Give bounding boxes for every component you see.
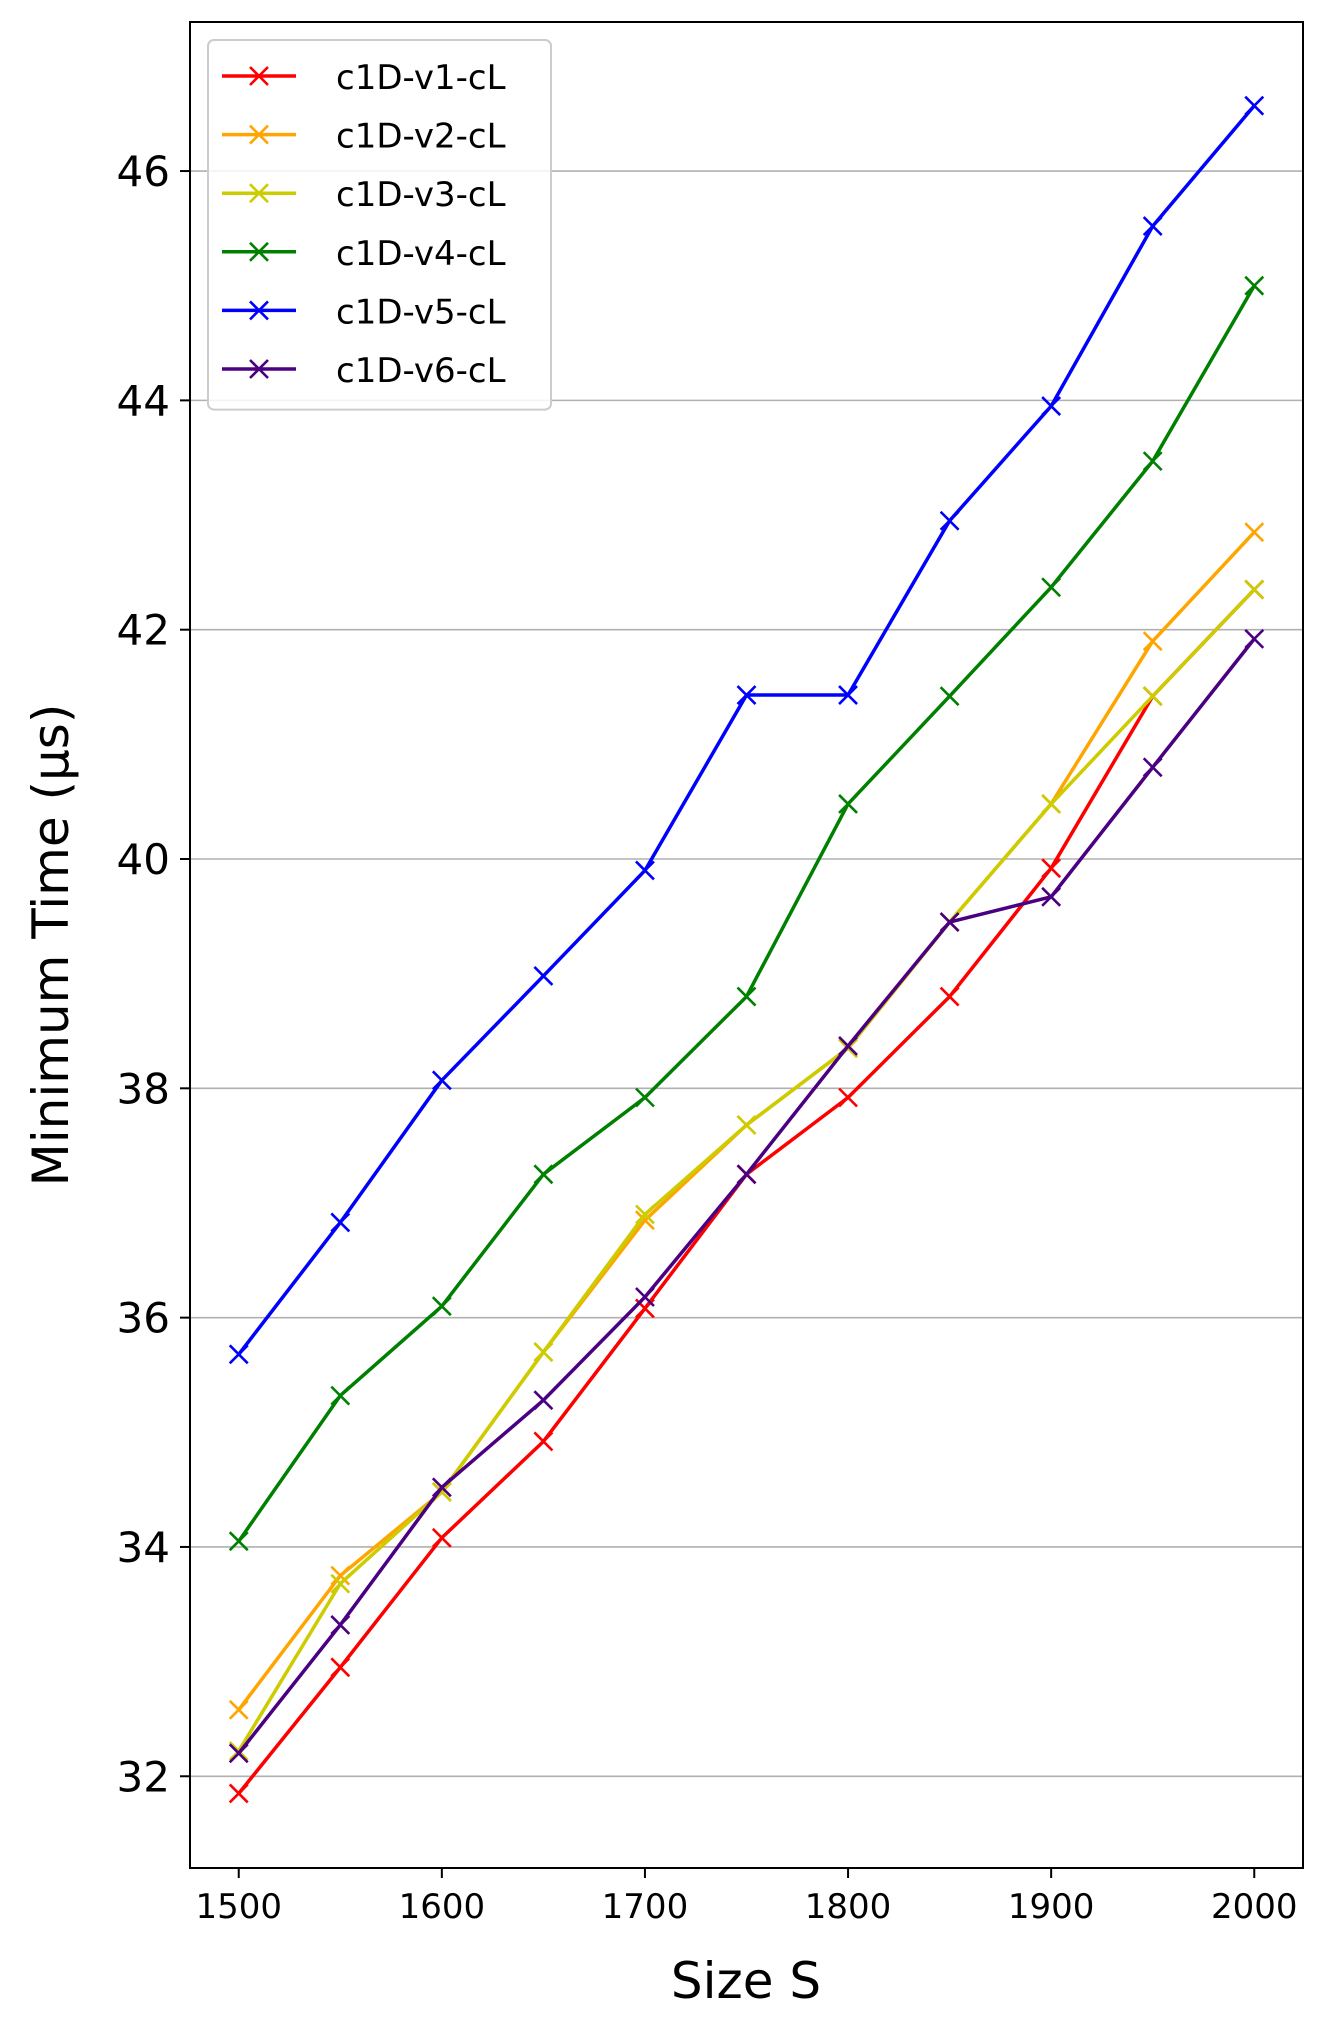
series-group	[228, 95, 1265, 1804]
legend-item: c1D-v5-cL	[222, 292, 506, 332]
data-point-marker	[1041, 886, 1062, 907]
legend-marker	[249, 300, 269, 321]
data-point-marker	[736, 685, 757, 705]
x-tick-label: 1800	[805, 1887, 892, 1927]
data-point-marker	[533, 1390, 554, 1411]
data-point-marker	[838, 1087, 858, 1108]
legend-label: c1D-v4-cL	[336, 234, 506, 274]
axis-ticks: 32 34 36 38 40 42 44 46 1500 1600 1700 1800 1900 2000	[117, 147, 1298, 1927]
data-point-marker	[635, 1287, 655, 1307]
x-axis-title: Size S	[671, 1952, 821, 2010]
legend-label: c1D-v6-cL	[336, 351, 506, 391]
legend-marker	[249, 66, 269, 86]
data-point-marker	[431, 1527, 452, 1548]
data-point-marker	[533, 1342, 554, 1362]
legend-marker	[249, 183, 269, 204]
series-c1D-v5-cL	[228, 95, 1265, 1365]
y-tick-label: 36	[117, 1294, 170, 1343]
data-point-marker	[939, 510, 960, 531]
y-tick-label: 46	[117, 147, 170, 196]
data-point-marker	[330, 1565, 351, 1586]
x-tick-label: 1700	[602, 1887, 689, 1927]
y-tick-label: 40	[117, 835, 170, 884]
data-point-marker	[431, 1070, 452, 1091]
data-point-marker	[1142, 451, 1163, 472]
y-tick-label: 34	[117, 1523, 170, 1572]
data-point-marker	[1244, 95, 1265, 116]
data-point-marker	[533, 1431, 554, 1452]
legend-marker	[249, 241, 269, 262]
y-tick-label: 44	[117, 376, 170, 425]
data-point-marker	[736, 986, 757, 1007]
legend-item: c1D-v2-cL	[222, 117, 506, 157]
data-point-marker	[431, 1296, 452, 1317]
data-point-marker	[838, 794, 858, 814]
data-point-marker	[635, 860, 655, 881]
y-tick-label: 38	[117, 1064, 170, 1113]
data-point-marker	[330, 1212, 351, 1233]
data-point-marker	[533, 1164, 554, 1185]
data-point-marker	[1142, 216, 1163, 237]
data-point-marker	[939, 912, 960, 932]
legend-label: c1D-v5-cL	[336, 292, 506, 332]
data-point-marker	[635, 1204, 655, 1225]
data-point-marker	[1244, 275, 1265, 296]
x-tick-label: 2000	[1211, 1887, 1298, 1927]
y-tick-label: 32	[117, 1752, 170, 1801]
series-c1D-v6-cL	[228, 628, 1265, 1764]
data-point-marker	[1244, 628, 1265, 649]
legend-label: c1D-v3-cL	[336, 175, 506, 215]
data-point-marker	[330, 1573, 351, 1594]
series-c1D-v4-cL	[228, 275, 1265, 1552]
legend-label: c1D-v2-cL	[336, 117, 506, 157]
legend-item: c1D-v3-cL	[222, 175, 506, 215]
legend-item: c1D-v4-cL	[222, 234, 506, 274]
legend-marker	[249, 359, 269, 379]
x-tick-label: 1900	[1008, 1887, 1095, 1927]
legend-item: c1D-v6-cL	[222, 351, 506, 391]
data-point-marker	[431, 1477, 452, 1498]
x-tick-label: 1600	[399, 1887, 486, 1927]
data-point-marker	[1041, 396, 1062, 417]
data-point-marker	[939, 686, 960, 707]
y-axis-title: Minimum Time (µs)	[22, 704, 80, 1187]
data-point-marker	[635, 1210, 655, 1231]
data-point-marker	[330, 1615, 351, 1635]
data-point-marker	[1142, 631, 1163, 652]
plot-frame	[189, 21, 1304, 1869]
data-point-marker	[1041, 858, 1062, 879]
legend-item: c1D-v1-cL	[222, 58, 506, 98]
legend-box	[207, 39, 552, 411]
data-point-marker	[1041, 577, 1062, 598]
data-point-marker	[533, 966, 554, 986]
data-point-marker	[635, 1087, 655, 1108]
data-point-marker	[228, 1344, 249, 1365]
data-point-marker	[330, 1657, 351, 1678]
data-point-marker	[1244, 579, 1265, 600]
data-point-marker	[1142, 757, 1163, 778]
data-point-marker	[228, 1743, 249, 1764]
data-point-marker	[1244, 522, 1265, 543]
legend: c1D-v1-cL c1D-v2-cL c1D-v3-cL c1D-v4-cL c1D-…	[207, 39, 552, 411]
data-point-marker	[736, 1164, 757, 1185]
data-point-marker	[228, 1699, 249, 1720]
legend-label: c1D-v1-cL	[336, 58, 506, 98]
y-tick-label: 42	[117, 606, 170, 655]
data-point-marker	[939, 986, 960, 1007]
data-point-marker	[1041, 794, 1062, 814]
data-point-marker	[330, 1385, 351, 1406]
x-tick-label: 1500	[195, 1887, 282, 1927]
data-point-marker	[228, 1783, 249, 1804]
data-point-marker	[838, 1035, 858, 1056]
legend-marker	[249, 124, 269, 145]
data-point-marker	[838, 685, 858, 705]
data-point-marker	[1142, 686, 1163, 707]
data-point-marker	[736, 1115, 757, 1135]
data-point-marker	[228, 1531, 249, 1552]
